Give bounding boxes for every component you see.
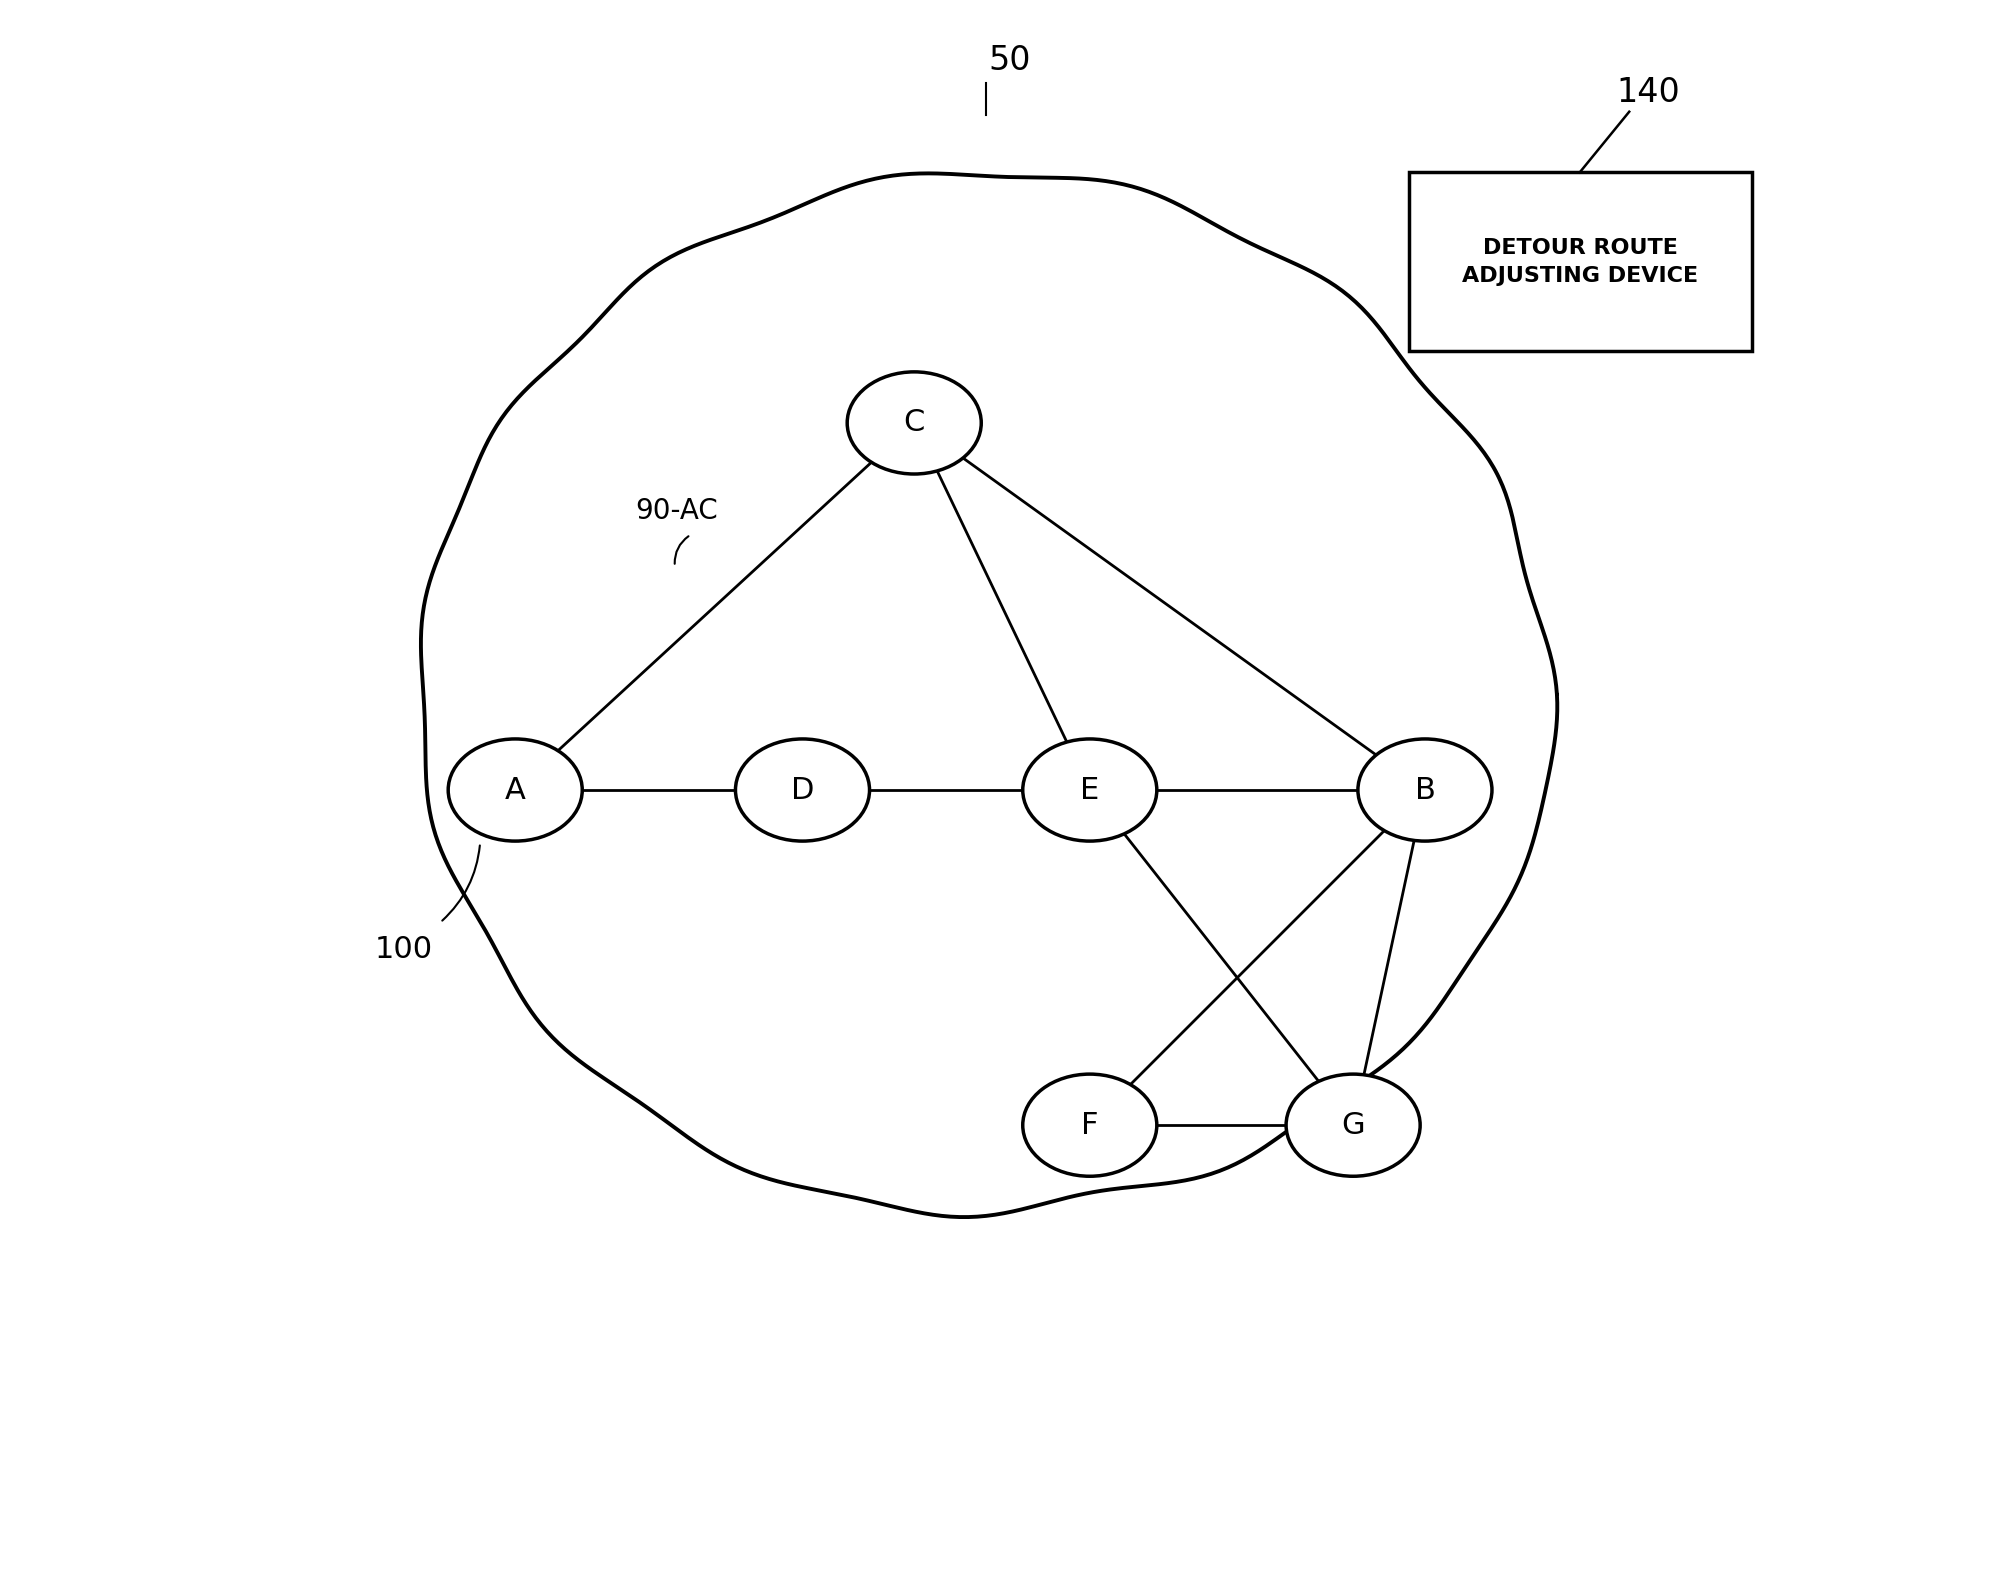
Text: DETOUR ROUTE
ADJUSTING DEVICE: DETOUR ROUTE ADJUSTING DEVICE xyxy=(1463,238,1699,286)
Ellipse shape xyxy=(1022,739,1156,841)
Ellipse shape xyxy=(848,372,982,474)
Polygon shape xyxy=(421,174,1557,1218)
Text: 100: 100 xyxy=(375,935,433,964)
Text: G: G xyxy=(1341,1111,1365,1140)
Text: 140: 140 xyxy=(1617,77,1679,109)
Text: D: D xyxy=(792,776,814,804)
Text: C: C xyxy=(904,409,926,437)
Text: 90-AC: 90-AC xyxy=(635,496,717,525)
Text: 50: 50 xyxy=(988,45,1032,77)
Text: F: F xyxy=(1080,1111,1098,1140)
Text: B: B xyxy=(1415,776,1435,804)
Ellipse shape xyxy=(1359,739,1491,841)
Ellipse shape xyxy=(1022,1074,1156,1176)
Bar xyxy=(1409,172,1751,351)
Text: E: E xyxy=(1080,776,1100,804)
Ellipse shape xyxy=(735,739,870,841)
Ellipse shape xyxy=(1287,1074,1421,1176)
Ellipse shape xyxy=(449,739,583,841)
Text: A: A xyxy=(505,776,525,804)
